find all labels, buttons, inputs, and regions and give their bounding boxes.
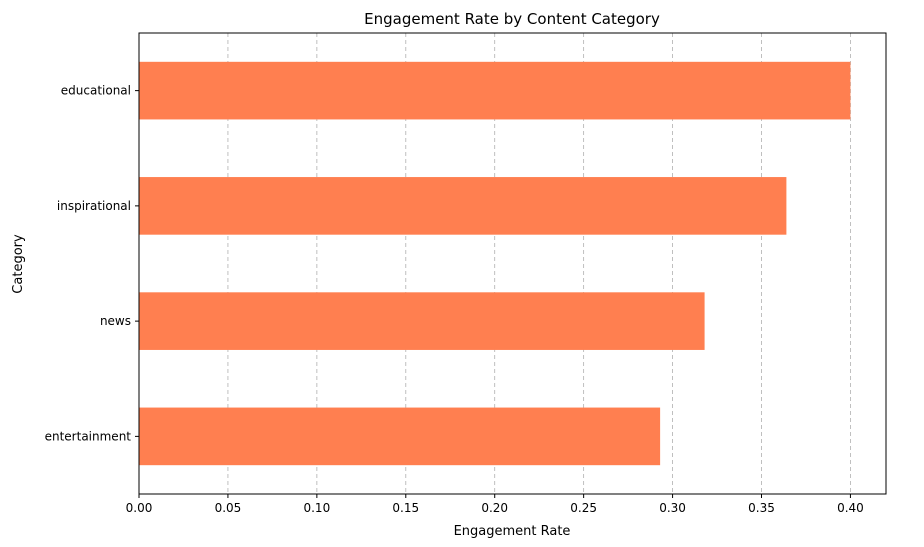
y-axis-ticks: entertainment news inspirational educationa… [45,84,139,443]
x-tick-label: 0.10 [303,501,330,515]
y-axis-label: Category [11,234,26,294]
x-tick-label: 0.25 [570,501,597,515]
y-tick-label-educational: educational [61,84,131,98]
y-tick-label-news: news [100,314,131,328]
x-axis-ticks: 0.00 0.05 0.10 0.15 0.20 0.25 0.30 0.35 0.40 [126,494,864,515]
x-tick-label: 0.20 [481,501,508,515]
chart-title: Engagement Rate by Content Category [364,10,660,28]
x-tick-label: 0.40 [837,501,864,515]
x-tick-label: 0.30 [659,501,686,515]
x-tick-label: 0.35 [748,501,775,515]
y-tick-label-entertainment: entertainment [45,429,132,443]
bar-inspirational [139,177,787,235]
bar-news [139,292,705,350]
y-tick-label-inspirational: inspirational [57,199,131,213]
bar-entertainment [139,407,661,466]
x-tick-label: 0.15 [392,501,419,515]
x-tick-label: 0.05 [215,501,242,515]
bars [139,61,851,466]
plot-frame [138,32,887,495]
x-tick-label: 0.00 [126,501,153,515]
x-axis-label: Engagement Rate [454,524,571,539]
bar-educational [139,61,851,120]
